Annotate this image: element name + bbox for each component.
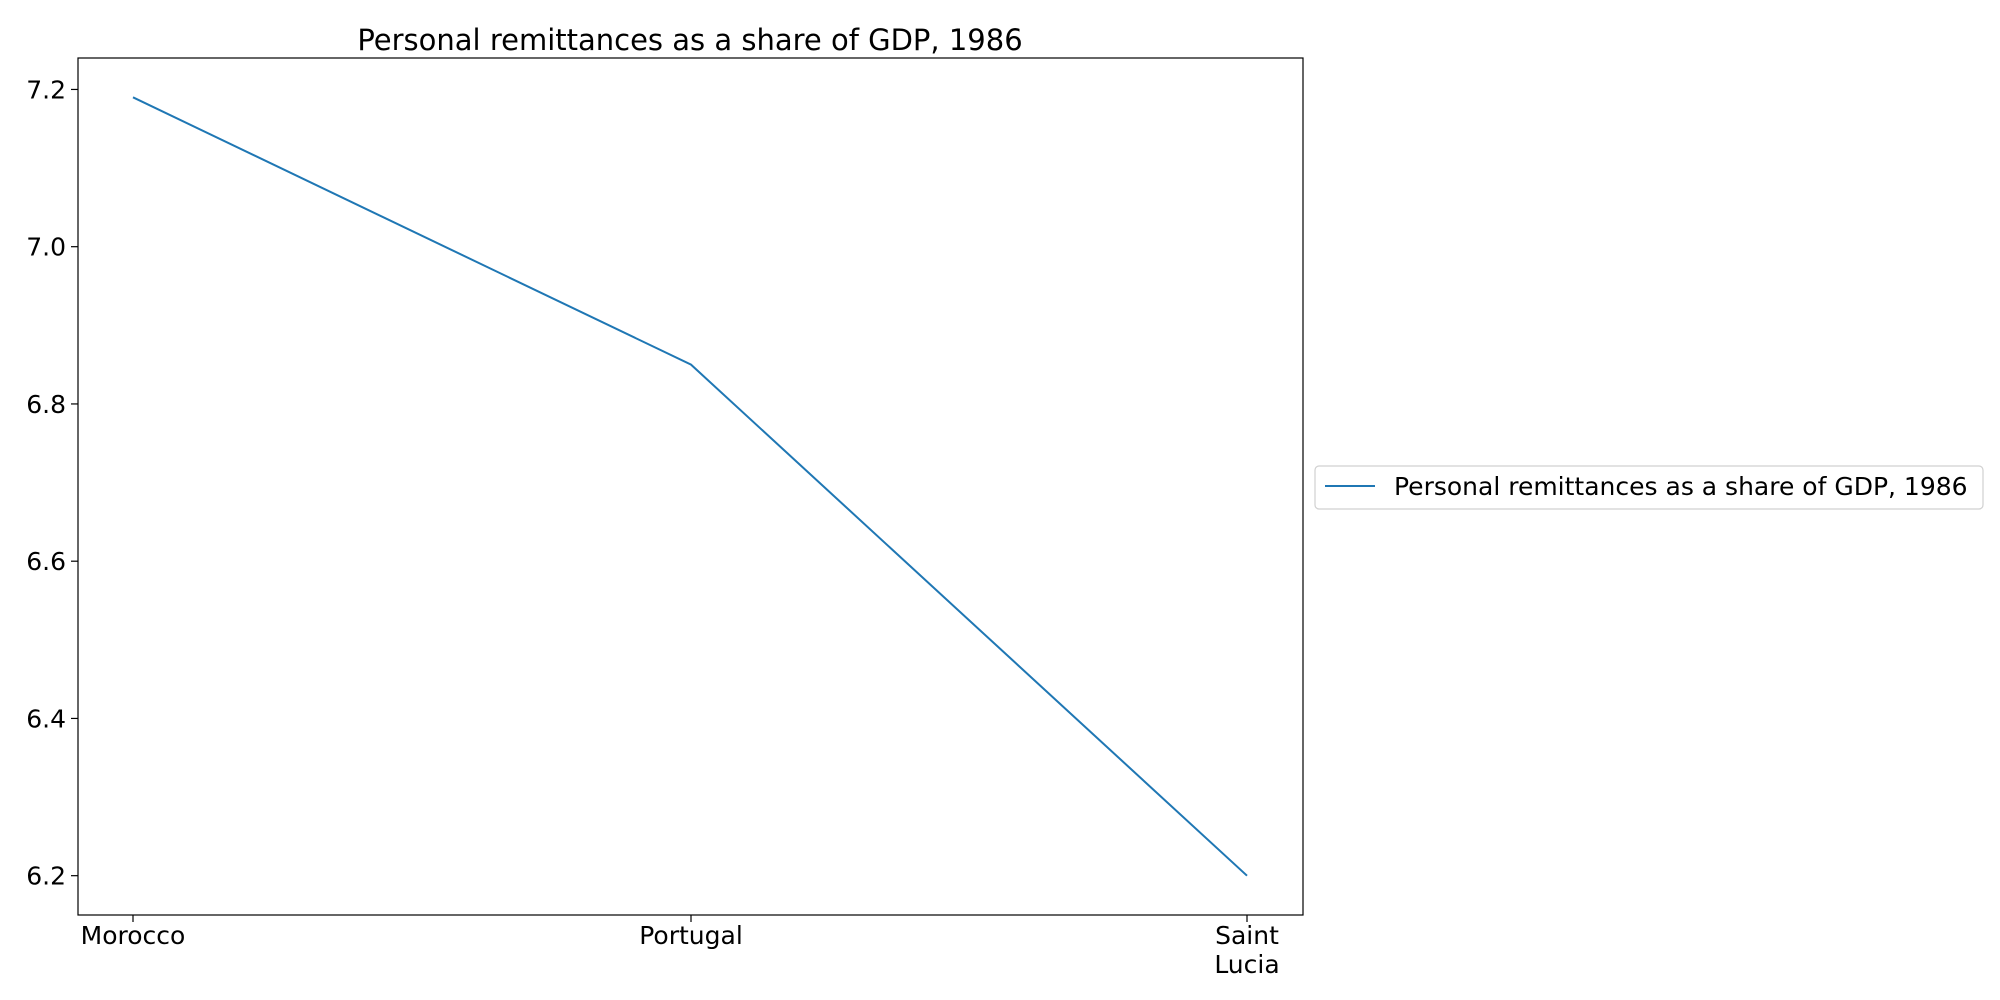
plot-area bbox=[77, 57, 1304, 916]
y-tick-label: 6.6 bbox=[26, 547, 66, 576]
legend-box bbox=[1314, 465, 1984, 510]
series-layer bbox=[132, 96, 1248, 877]
y-tick-label: 6.2 bbox=[26, 862, 66, 891]
x-axis: Morocco Portugal Saint Lucia bbox=[81, 915, 1280, 979]
y-axis: 6.2 6.4 6.6 6.8 7.0 7.2 bbox=[26, 75, 78, 891]
chart-title: Personal remittances as a share of GDP, … bbox=[357, 23, 1022, 57]
y-tick-label: 7.0 bbox=[26, 233, 66, 262]
series-line bbox=[132, 96, 1248, 877]
legend-label: Personal remittances as a share of GDP, … bbox=[1394, 472, 1968, 501]
x-tick-label: Morocco bbox=[81, 921, 186, 950]
x-tick-label: Portugal bbox=[639, 921, 743, 950]
y-tick-label: 7.2 bbox=[26, 75, 66, 104]
x-tick-label: Saint Lucia bbox=[1214, 921, 1279, 979]
y-tick-label: 6.8 bbox=[26, 390, 66, 419]
y-tick-label: 6.4 bbox=[26, 704, 66, 733]
legend: Personal remittances as a share of GDP, … bbox=[1314, 465, 1984, 510]
